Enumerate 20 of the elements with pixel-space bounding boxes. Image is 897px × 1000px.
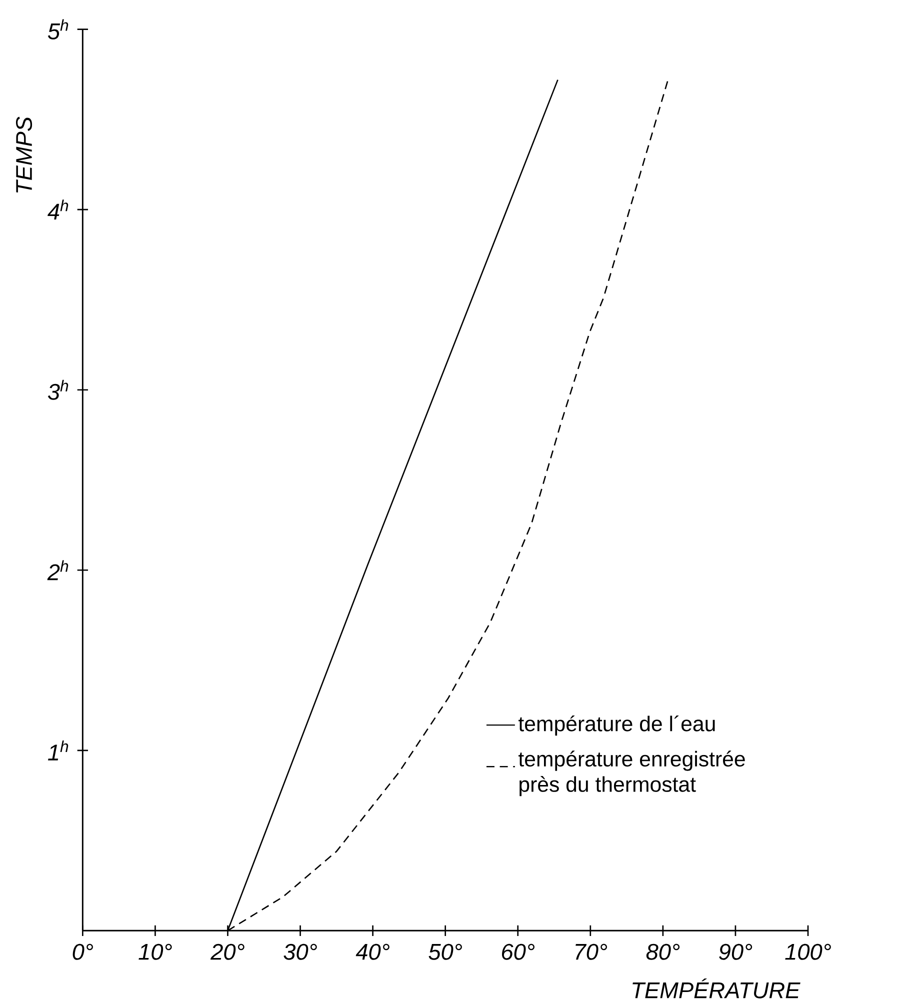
x-tick-label: 60° <box>502 944 534 960</box>
y-axis-title: TEMPS <box>16 116 32 193</box>
y-tick-label: 2$^{h}$ <box>47 560 68 580</box>
x-tick-label: 50° <box>428 944 462 960</box>
x-tick-label: 100° <box>785 944 831 960</box>
legend-label: température enregistrée près du thermostat <box>518 750 745 796</box>
x-axis-title: TEMPÉRATURE <box>632 978 800 998</box>
y-tick-label: 3$^{h}$ <box>48 380 68 400</box>
legend-label: température de l´eau <box>518 715 715 736</box>
x-tick-label: 40° <box>356 944 390 960</box>
x-tick-label: 10° <box>138 944 172 960</box>
x-tick-label: 20° <box>210 944 244 960</box>
x-tick-label: 90° <box>719 944 752 960</box>
y-tick-label: 5$^{h}$ <box>48 19 68 40</box>
x-tick-label: 0° <box>72 944 93 960</box>
x-tick-label: 70° <box>576 944 607 960</box>
y-tick-label: 1$^{h}$ <box>48 740 68 760</box>
x-tick-label: 30° <box>284 944 317 960</box>
y-tick-label: 4$^{h}$ <box>48 200 68 220</box>
x-tick-label: 80° <box>646 944 680 960</box>
